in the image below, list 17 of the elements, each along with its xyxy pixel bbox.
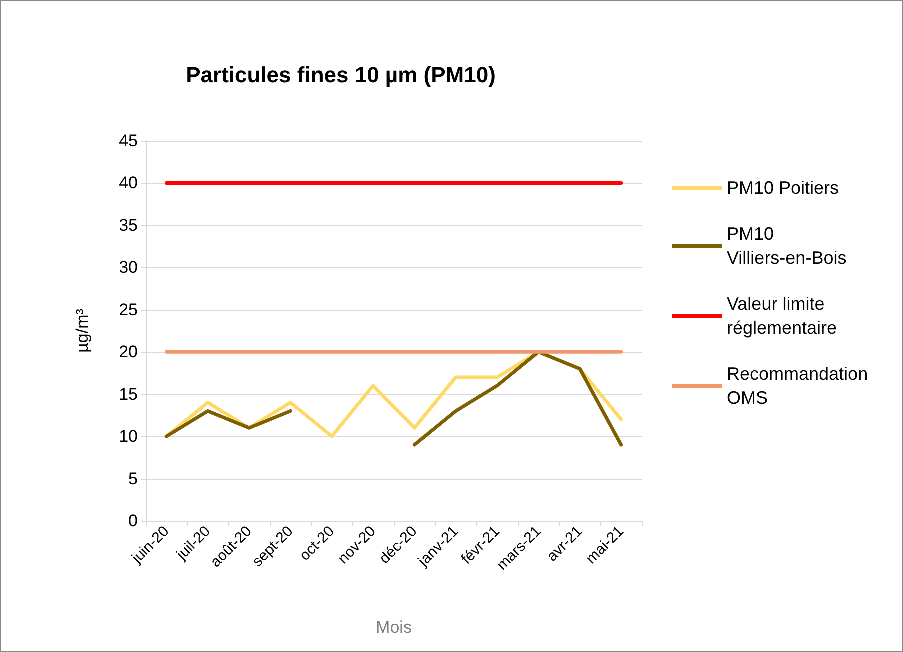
- legend-label: Valeur limite réglementaire: [727, 294, 838, 338]
- y-tick-label: 45: [119, 132, 138, 150]
- legend-label: PM10 Poitiers: [727, 178, 840, 198]
- y-tick-label: 10: [119, 427, 138, 446]
- chart-title: Particules fines 10 µm (PM10): [186, 62, 496, 88]
- x-axis-title: Mois: [376, 618, 412, 637]
- y-tick-label: 35: [119, 216, 138, 235]
- y-tick-label: 30: [119, 258, 138, 278]
- y-tick-label: 5: [128, 469, 138, 488]
- legend-label: PM10 Villiers-en-Bois: [727, 224, 847, 268]
- y-tick-label: 40: [119, 174, 138, 193]
- y-tick-label: 25: [119, 300, 138, 320]
- y-tick-label: 0: [128, 512, 138, 530]
- y-axis-title: µg/m³: [73, 308, 92, 353]
- legend-label: Recommandation OMS: [727, 364, 874, 408]
- y-tick-label: 20: [119, 342, 138, 362]
- y-tick-label: 15: [119, 384, 138, 404]
